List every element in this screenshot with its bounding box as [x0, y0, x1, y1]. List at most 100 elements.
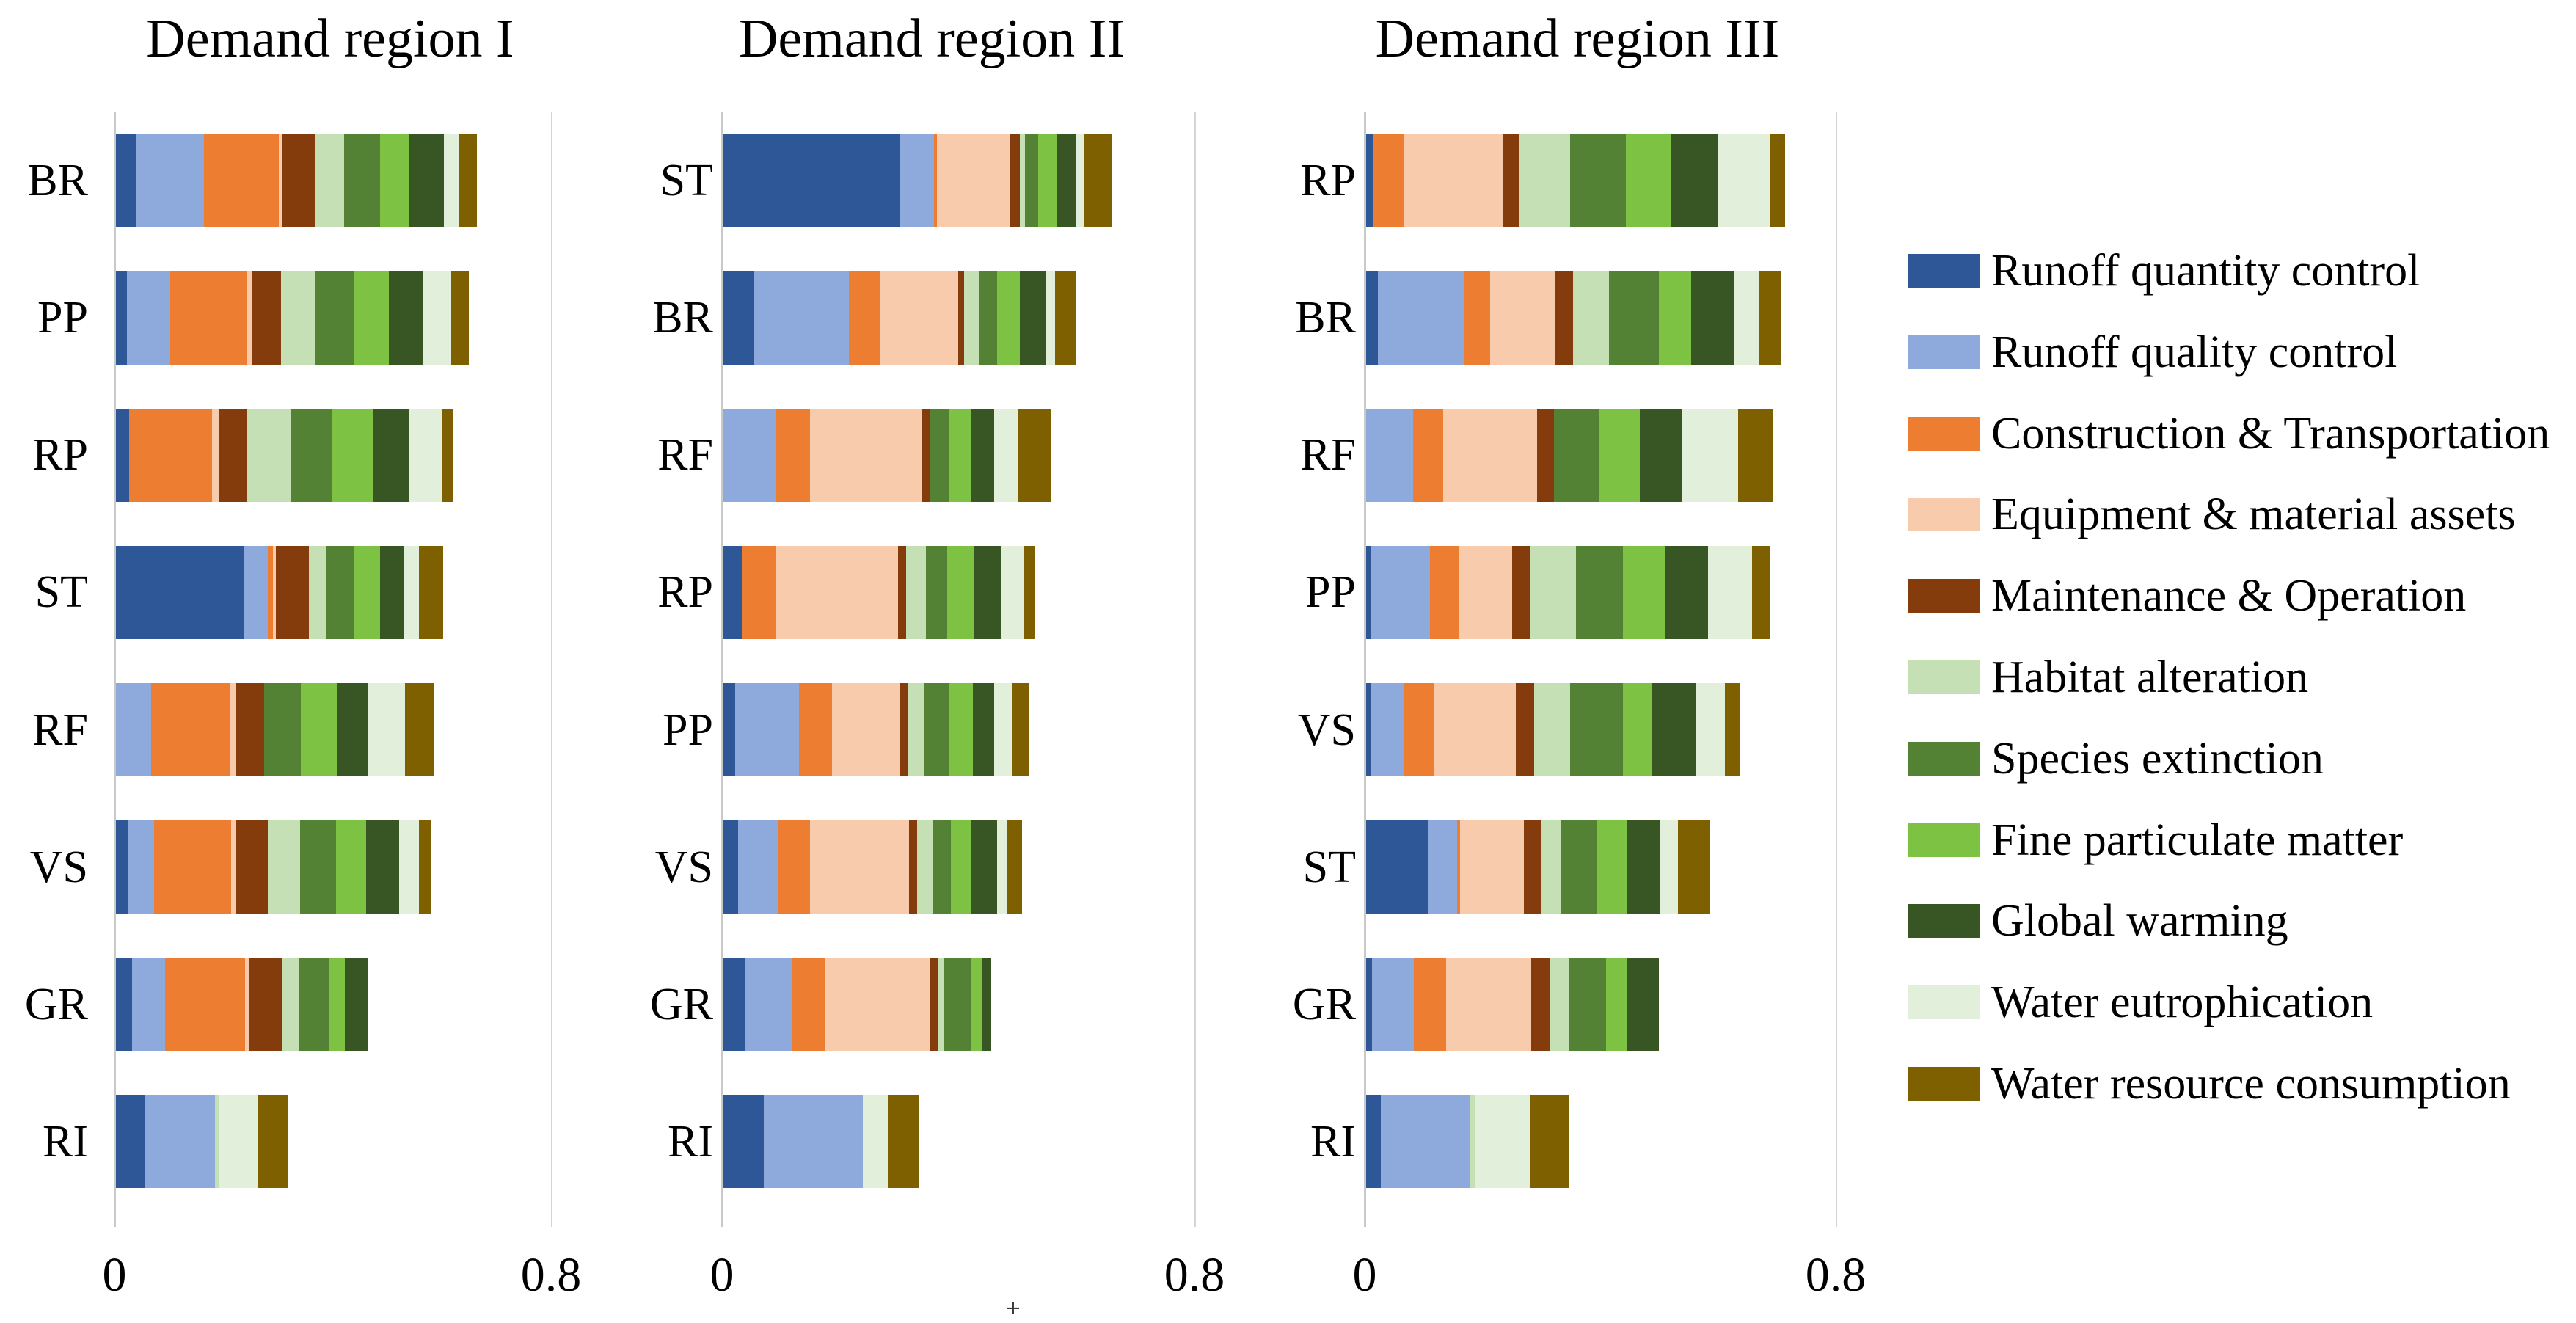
- bar-segment: [1515, 683, 1534, 777]
- legend-swatch: [1908, 660, 1980, 694]
- stacked-bar-rf: [1366, 408, 1773, 502]
- bar-segment: [932, 820, 951, 914]
- bar-segment: [1430, 545, 1459, 639]
- stacked-bar-gr: [116, 958, 368, 1052]
- row-label: RF: [32, 704, 88, 755]
- bar-segment: [1045, 271, 1056, 365]
- stacked-bar-pp: [1366, 545, 1771, 639]
- bar-segment: [1366, 271, 1379, 365]
- bar-segment: [964, 271, 980, 365]
- bar-segment: [1076, 134, 1084, 227]
- bar-segment: [126, 271, 171, 365]
- bar-segment: [332, 408, 373, 502]
- bar-segment: [930, 408, 949, 502]
- bar-segment: [1024, 545, 1035, 639]
- bar-segment: [1009, 134, 1021, 227]
- legend-label: Habitat alteration: [1991, 652, 2309, 702]
- bar-segment: [1503, 134, 1519, 227]
- bar-segment: [792, 958, 826, 1052]
- legend-label: Equipment & material assets: [1991, 489, 2516, 540]
- bar-segment: [723, 408, 777, 502]
- bar-segment: [1659, 820, 1679, 914]
- bar-segment: [1012, 683, 1029, 777]
- bar-segment: [1597, 820, 1627, 914]
- bar-segment: [1770, 134, 1785, 227]
- bar-segment: [299, 958, 329, 1052]
- row-label: GR: [24, 979, 88, 1029]
- bar-segment: [1734, 271, 1759, 365]
- bar-segment: [236, 683, 265, 777]
- bar-segment: [1001, 545, 1024, 639]
- legend-label: Runoff quality control: [1991, 327, 2398, 377]
- bar-segment: [754, 271, 849, 365]
- bar-segment: [735, 683, 800, 777]
- bar-segment: [1434, 683, 1516, 777]
- bar-segment: [723, 820, 739, 914]
- bar-segment: [211, 408, 219, 502]
- bar-segment: [926, 545, 948, 639]
- bar-segment: [971, 408, 994, 502]
- row-label: GR: [1292, 979, 1356, 1029]
- bar-segment: [204, 134, 280, 227]
- bar-segment: [1018, 408, 1051, 502]
- stacked-bar-br: [723, 271, 1077, 365]
- bar-segment: [950, 820, 971, 914]
- bar-segment: [309, 545, 326, 639]
- row-label: RP: [32, 430, 88, 481]
- bar-segment: [459, 134, 478, 227]
- bar-segment: [299, 820, 337, 914]
- bar-segment: [1678, 820, 1711, 914]
- bar-segment: [1518, 134, 1570, 227]
- bar-segment: [763, 1095, 863, 1189]
- bar-segment: [1020, 134, 1026, 227]
- stacked-bar-rp: [116, 408, 453, 502]
- legend-label: Species extinction: [1991, 733, 2324, 784]
- bar-segment: [723, 1095, 764, 1189]
- bar-segment: [257, 1095, 288, 1189]
- stacked-bar-gr: [1366, 958, 1659, 1052]
- bar-segment: [1404, 134, 1503, 227]
- gridline-0-8: [551, 112, 552, 1227]
- bar-segment: [343, 134, 380, 227]
- bar-segment: [1475, 1095, 1530, 1189]
- bar-segment: [996, 820, 1007, 914]
- bar-segment: [744, 958, 793, 1052]
- bar-segment: [1459, 545, 1512, 639]
- bar-segment: [1725, 683, 1740, 777]
- legend-label: Water eutrophication: [1991, 977, 2374, 1028]
- bar-segment: [354, 271, 389, 365]
- x-tick-zero: 0: [1352, 1248, 1377, 1302]
- bar-segment: [1366, 408, 1414, 502]
- x-tick-zero: 0: [709, 1248, 734, 1302]
- bar-segment: [900, 683, 908, 777]
- bar-segment: [972, 683, 994, 777]
- stacked-bar-ri: [723, 1095, 920, 1189]
- x-tick-max: 0.8: [1805, 1248, 1867, 1302]
- bar-segment: [1530, 1095, 1569, 1189]
- panel-title: Demand region I: [146, 9, 514, 69]
- bar-segment: [1511, 545, 1530, 639]
- x-tick-max: 0.8: [520, 1248, 582, 1302]
- bar-segment: [315, 271, 354, 365]
- panel-title: Demand region III: [1375, 9, 1780, 69]
- bar-segment: [1622, 545, 1665, 639]
- stacked-bar-st: [116, 545, 444, 639]
- bar-segment: [922, 408, 930, 502]
- legend-swatch: [1908, 254, 1980, 288]
- bar-segment: [1443, 408, 1537, 502]
- bar-segment: [1366, 958, 1373, 1052]
- bar-segment: [948, 683, 973, 777]
- bar-segment: [997, 271, 1021, 365]
- bar-segment: [947, 545, 974, 639]
- row-label: VS: [1297, 704, 1356, 755]
- legend-swatch: [1908, 579, 1980, 613]
- bar-segment: [799, 683, 833, 777]
- row-label: RI: [43, 1116, 88, 1167]
- bar-segment: [136, 134, 205, 227]
- bar-segment: [1404, 683, 1435, 777]
- stacked-bar-rp: [723, 545, 1035, 639]
- bar-segment: [404, 545, 420, 639]
- stacked-bar-vs: [116, 820, 431, 914]
- bar-segment: [1553, 408, 1599, 502]
